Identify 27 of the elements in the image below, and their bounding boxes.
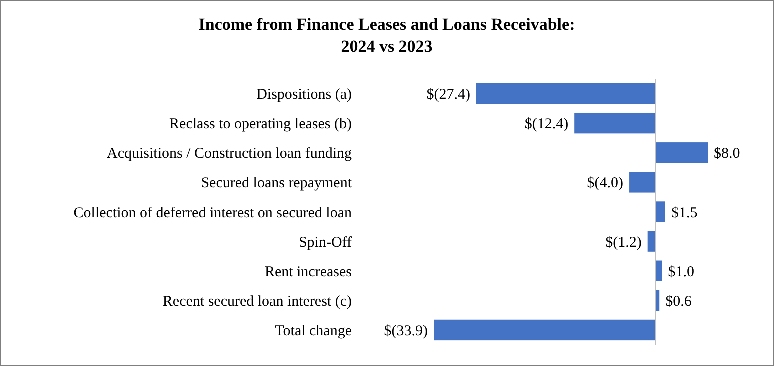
bar bbox=[656, 260, 662, 282]
chart-title: Income from Finance Leases and Loans Receivable: 2024 vs 2023 bbox=[198, 15, 576, 56]
y-tick-label: Collection of deferred interest on secured loan bbox=[74, 205, 352, 222]
y-tick-label: Rent increases bbox=[264, 264, 352, 280]
bar bbox=[434, 320, 656, 341]
y-tick-label: Secured loans repayment bbox=[201, 176, 353, 192]
data-label: $(4.0) bbox=[587, 176, 624, 192]
data-label: $(27.4) bbox=[426, 87, 471, 104]
data-label: $(1.2) bbox=[606, 234, 642, 251]
data-label: $0.6 bbox=[666, 294, 692, 310]
data-label: $1.0 bbox=[668, 264, 694, 280]
data-label: $8.0 bbox=[714, 146, 740, 162]
data-label: $1.5 bbox=[671, 205, 698, 222]
bar bbox=[656, 142, 708, 164]
y-tick-label: Acquisitions / Construction loan funding bbox=[107, 146, 352, 162]
y-tick-label: Spin-Off bbox=[298, 234, 352, 251]
y-tick-label: Reclass to operating leases (b) bbox=[170, 116, 352, 133]
bar bbox=[574, 112, 656, 134]
data-label: $(12.4) bbox=[524, 116, 569, 133]
bar bbox=[476, 83, 656, 104]
y-tick-label: Recent secured loan interest (c) bbox=[162, 294, 352, 310]
bar bbox=[630, 172, 656, 193]
data-label: $(33.9) bbox=[384, 323, 428, 340]
bar bbox=[648, 231, 656, 252]
y-tick-label: Dispositions (a) bbox=[256, 87, 352, 104]
y-tick-label: Total change bbox=[275, 323, 352, 340]
bar bbox=[656, 202, 666, 222]
